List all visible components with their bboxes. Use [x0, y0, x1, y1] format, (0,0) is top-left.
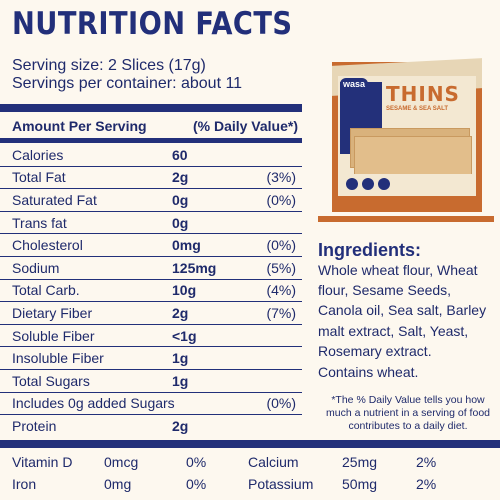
- table-header: Amount Per Serving (% Daily Value*): [12, 114, 298, 138]
- nutrient-amount: 125mg: [172, 259, 217, 276]
- serving-info: Serving size: 2 Slices (17g) Servings pe…: [12, 57, 242, 93]
- badge-icon: [378, 178, 390, 190]
- table-row: Total Sugars 1g: [0, 370, 302, 393]
- nutrient-name: Cholesterol: [12, 237, 83, 254]
- vitamin-amount: 0mg: [104, 476, 132, 492]
- table-row: Vitamin D 0mcg 0% Calcium 25mg 2%: [12, 451, 492, 473]
- nutrient-name: Includes 0g added Sugars: [12, 395, 175, 412]
- nutrient-amount: 2g: [172, 418, 189, 435]
- product-flavor: SESAME & SEA SALT: [386, 106, 449, 112]
- nutrient-name: Calories: [12, 146, 64, 163]
- mineral-name: Potassium: [248, 476, 314, 492]
- nutrient-dv: (0%): [266, 395, 296, 412]
- mineral-dv: 2%: [416, 454, 437, 470]
- table-row: Total Carb. 10g (4%): [0, 280, 302, 303]
- top-divider: [0, 104, 302, 112]
- vitamin-dv: 0%: [186, 476, 207, 492]
- servings-per-container: Servings per container: about 11: [12, 75, 243, 92]
- nutrient-name: Total Carb.: [12, 282, 80, 299]
- header-divider: [0, 138, 302, 143]
- serving-size: Serving size: 2 Slices (17g): [12, 57, 206, 74]
- nutrient-name: Total Fat: [12, 169, 66, 186]
- nutrient-dv: (5%): [266, 259, 296, 276]
- product-name: THINS: [386, 82, 460, 106]
- nutrient-name: Protein: [12, 418, 57, 435]
- nutrient-amount: 2g: [172, 304, 189, 321]
- nutrient-amount: 2g: [172, 169, 189, 186]
- accent-divider: [318, 216, 494, 222]
- table-row: Protein 2g: [0, 415, 302, 438]
- vitamin-name: Vitamin D: [12, 454, 73, 470]
- table-row: Calories 60: [0, 144, 302, 167]
- brand-logo: wasa: [340, 78, 369, 90]
- bottom-divider: [0, 440, 500, 448]
- table-row: Sodium 125mg (5%): [0, 257, 302, 280]
- table-row: Includes 0g added Sugars (0%): [0, 393, 302, 416]
- table-row: Cholesterol 0mg (0%): [0, 234, 302, 257]
- nutrient-name: Saturated Fat: [12, 191, 97, 208]
- table-row: Iron 0mg 0% Potassium 50mg 2%: [12, 473, 492, 495]
- mineral-amount: 50mg: [342, 476, 378, 492]
- box-bottom-panel: [338, 174, 476, 196]
- vitamins-minerals: Vitamin D 0mcg 0% Calcium 25mg 2% Iron 0…: [12, 451, 492, 495]
- table-row: Trans fat 0g: [0, 212, 302, 235]
- nutrient-amount: 0g: [172, 214, 189, 231]
- nutrient-name: Dietary Fiber: [12, 304, 93, 321]
- product-image: wasa THINS SESAME & SEA SALT: [318, 56, 494, 216]
- cracker-image: [354, 136, 472, 176]
- nutrient-table: Calories 60 Total Fat 2g (3%) Saturated Fat…: [0, 144, 302, 438]
- ingredients-text: Whole wheat flour, Wheat flour, Sesame S…: [318, 262, 487, 359]
- nutrient-dv: (0%): [266, 191, 296, 208]
- nutrient-name: Insoluble Fiber: [12, 350, 104, 367]
- nutrient-amount: 0g: [172, 191, 189, 208]
- nutrient-amount: 0mg: [172, 237, 201, 254]
- table-row: Saturated Fat 0g (0%): [0, 189, 302, 212]
- nutrient-dv: (0%): [266, 237, 296, 254]
- nutrient-name: Trans fat: [12, 214, 67, 231]
- vitamin-amount: 0mcg: [104, 454, 139, 470]
- daily-value-footnote: *The % Daily Value tells you how much a …: [325, 394, 490, 432]
- nutrient-amount: <1g: [172, 327, 197, 344]
- nutrient-name: Total Sugars: [12, 372, 90, 389]
- nutrient-amount: 60: [172, 146, 188, 163]
- nutrient-amount: 10g: [172, 282, 197, 299]
- mineral-name: Calcium: [248, 454, 299, 470]
- table-row: Total Fat 2g (3%): [0, 167, 302, 190]
- ingredients-title: Ingredients:: [318, 240, 422, 260]
- vitamin-dv: 0%: [186, 454, 207, 470]
- page-title: NUTRITION FACTS: [12, 6, 293, 42]
- table-row: Insoluble Fiber 1g: [0, 347, 302, 370]
- table-row: Soluble Fiber <1g: [0, 325, 302, 348]
- nutrient-dv: (7%): [266, 304, 296, 321]
- vitamin-name: Iron: [12, 476, 37, 492]
- badge-icon: [362, 178, 374, 190]
- mineral-dv: 2%: [416, 476, 437, 492]
- nutrient-amount: 1g: [172, 372, 189, 389]
- nutrient-dv: (3%): [266, 169, 296, 186]
- nutrient-amount: 1g: [172, 350, 189, 367]
- badge-icon: [346, 178, 358, 190]
- amount-per-serving-label: Amount Per Serving: [12, 118, 147, 134]
- nutrient-name: Soluble Fiber: [12, 327, 95, 344]
- table-row: Dietary Fiber 2g (7%): [0, 302, 302, 325]
- mineral-amount: 25mg: [342, 454, 378, 470]
- daily-value-label: (% Daily Value*): [192, 118, 298, 134]
- allergen-statement: Contains wheat.: [318, 364, 419, 380]
- nutrient-name: Sodium: [12, 259, 60, 276]
- nutrient-dv: (4%): [266, 282, 296, 299]
